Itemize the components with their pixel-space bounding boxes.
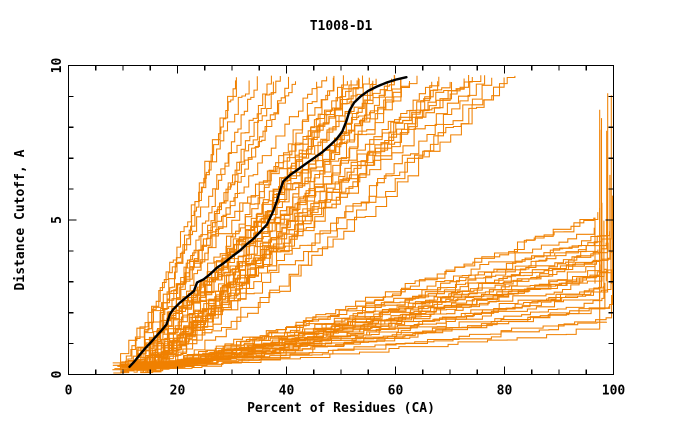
model-curve [138,75,516,367]
model-curve [145,80,237,370]
margin-mask-bottom [0,375,680,441]
x-tick-label: 80 [497,384,513,399]
margin-mask-left [0,0,68,440]
model-curve [148,93,609,368]
axes-group: 0 20 40 60 80 100 0 5 10 Percent of Residues (CA)… [13,19,625,416]
model-curve [144,76,258,373]
y-tick-label: 10 [50,58,65,74]
model-curve [112,81,318,364]
model-curve [151,77,505,368]
model-curve [137,217,596,364]
model-curve [134,220,608,370]
x-tick-label: 40 [279,384,295,399]
model-curve [149,81,348,364]
chart-title: T1008-D1 [310,19,373,34]
y-axis-label: Distance Cutoff, A [13,149,28,290]
model-curve-outlier [155,77,237,369]
margin-mask-right [614,0,680,440]
model-curve [136,75,482,368]
y-tick-label: 5 [50,216,65,224]
model-curve [129,77,359,370]
model-curve [140,81,433,374]
model-curve [125,77,493,371]
model-curve [151,75,395,369]
model-curves-group [112,75,615,374]
model-curve [112,80,358,371]
model-curve [144,78,465,371]
model-curve [119,81,451,371]
model-curve [133,80,250,373]
x-axis-label: Percent of Residues (CA) [247,401,435,416]
x-tick-label: 60 [388,384,404,399]
x-tick-label: 100 [602,384,626,399]
model-curve [137,83,373,363]
model-curve [152,75,470,373]
model-curve [125,78,393,371]
model-curve [133,295,613,365]
model-curve [149,174,611,369]
x-tick-label: 20 [170,384,186,399]
model-curve [136,321,607,371]
model-curve [138,81,439,369]
x-tick-label: 0 [65,384,73,399]
model-curve [114,75,486,370]
model-curve [142,109,601,369]
reference-curve [128,76,408,368]
y-tick-label: 0 [50,370,65,378]
margin-mask-top [0,0,680,65]
model-curve [144,76,328,365]
model-curve [140,81,297,373]
model-curve [142,212,599,371]
